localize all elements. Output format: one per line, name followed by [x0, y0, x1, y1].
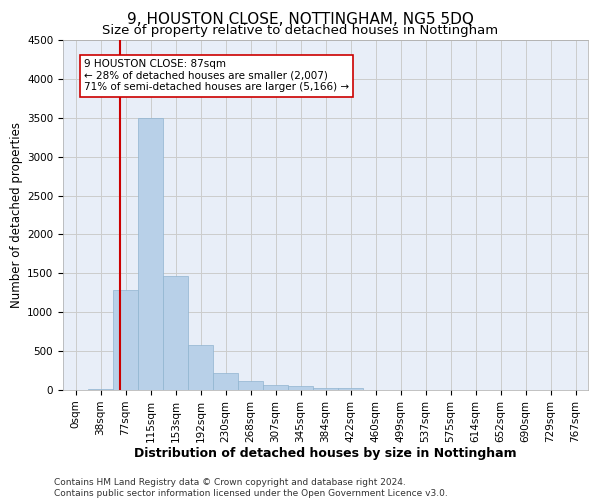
Bar [88, 389, 113, 390]
Bar [238, 382, 263, 390]
Text: 9, HOUSTON CLOSE, NOTTINGHAM, NG5 5DQ: 9, HOUSTON CLOSE, NOTTINGHAM, NG5 5DQ [127, 12, 473, 26]
Bar [138, 118, 163, 390]
Bar [113, 290, 138, 390]
Bar [188, 345, 213, 390]
Bar [338, 388, 363, 390]
X-axis label: Distribution of detached houses by size in Nottingham: Distribution of detached houses by size … [134, 448, 517, 460]
Y-axis label: Number of detached properties: Number of detached properties [10, 122, 23, 308]
Text: Contains HM Land Registry data © Crown copyright and database right 2024.
Contai: Contains HM Land Registry data © Crown c… [54, 478, 448, 498]
Bar [163, 276, 188, 390]
Text: 9 HOUSTON CLOSE: 87sqm
← 28% of detached houses are smaller (2,007)
71% of semi-: 9 HOUSTON CLOSE: 87sqm ← 28% of detached… [84, 60, 349, 92]
Text: Size of property relative to detached houses in Nottingham: Size of property relative to detached ho… [102, 24, 498, 37]
Bar [213, 373, 238, 390]
Bar [263, 384, 288, 390]
Bar [288, 386, 313, 390]
Bar [313, 388, 338, 390]
